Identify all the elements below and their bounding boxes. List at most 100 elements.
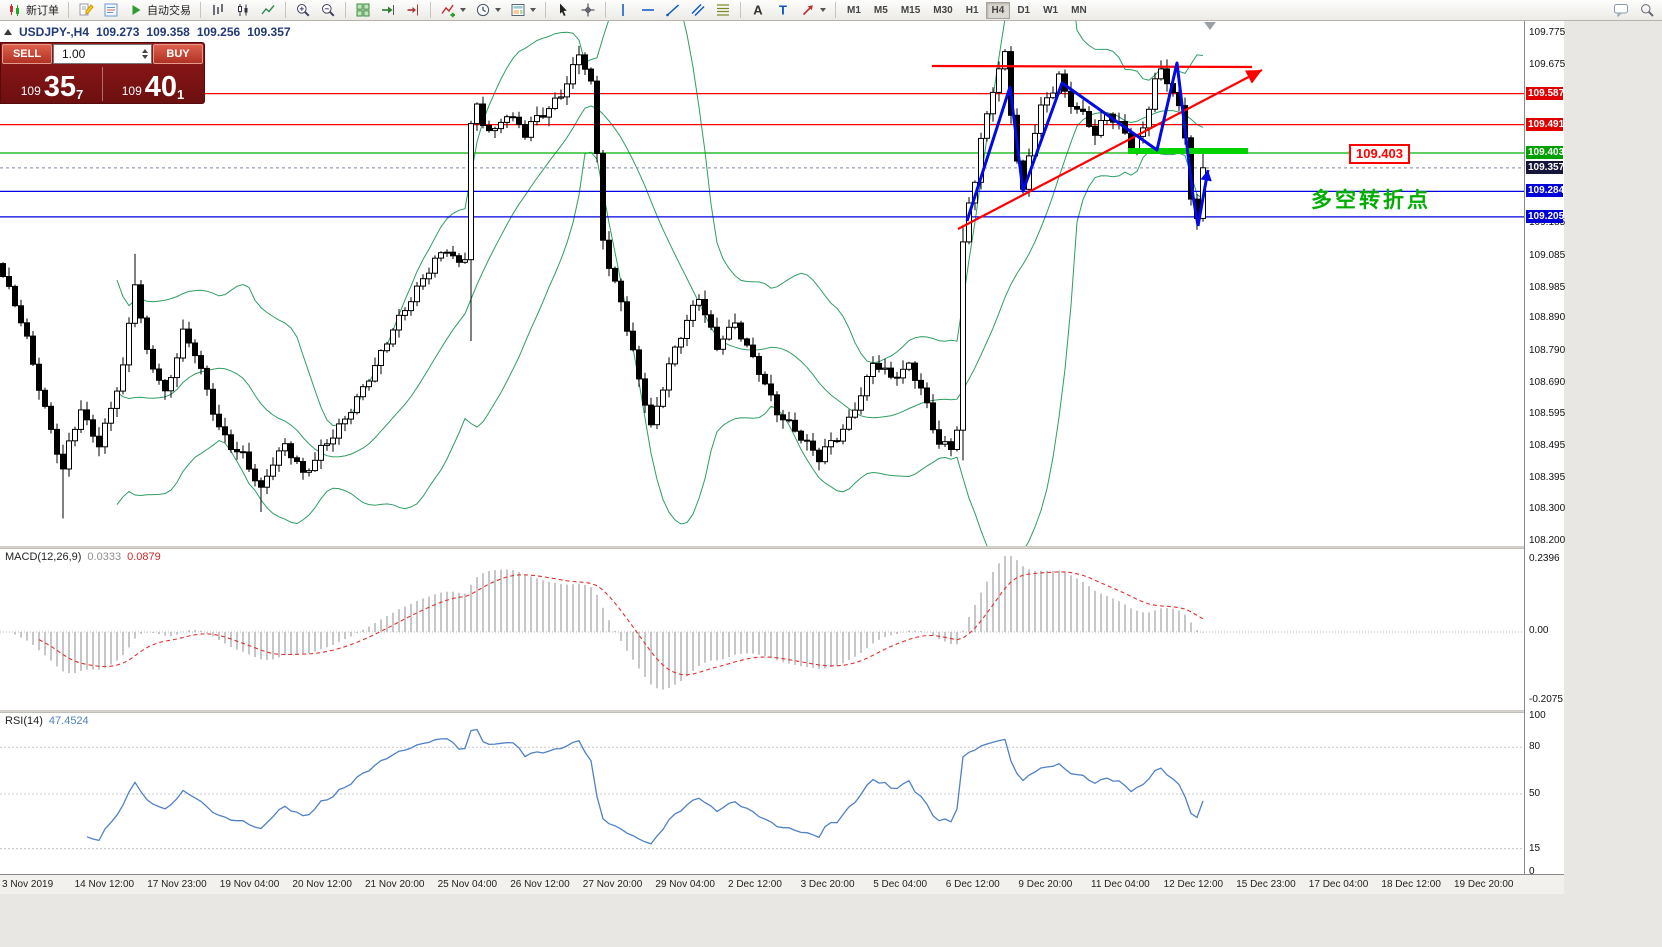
volume-field[interactable]: 1.00: [53, 44, 152, 64]
price-axis-label: 108.395: [1529, 472, 1566, 484]
line-chart-icon: [260, 2, 276, 18]
auto-scroll-icon: [380, 2, 396, 18]
price-level-label: 109.357: [1526, 160, 1565, 174]
time-axis-label: 17 Dec 04:00: [1308, 879, 1369, 890]
price-axis-label: 108.495: [1529, 439, 1566, 451]
toolbar: 新订单 自动交易 A T M1 M5 M15 M30 H1 H4 D1 W1 MN: [0, 0, 1662, 21]
rsi-axis-label: 50: [1529, 788, 1541, 799]
rsi-indicator-panel[interactable]: [0, 713, 1524, 874]
sell-button[interactable]: SELL: [2, 44, 52, 64]
time-axis-label: 26 Nov 12:00: [510, 879, 570, 890]
text-button[interactable]: A: [746, 1, 770, 20]
zoom-out-button[interactable]: [316, 1, 340, 20]
bar-chart-button[interactable]: [206, 1, 230, 20]
zoom-in-button[interactable]: [291, 1, 315, 20]
auto-scroll-button[interactable]: [376, 1, 400, 20]
cursor-button[interactable]: [551, 1, 575, 20]
toolbar-separator: [285, 2, 286, 18]
rsi-name: RSI(14): [5, 715, 43, 727]
timeframe-m5-button[interactable]: M5: [868, 2, 894, 19]
symbol-timeframe-label: USDJPY-,H4: [19, 25, 90, 39]
periods-button[interactable]: [471, 1, 505, 20]
community-chat-button[interactable]: [1609, 1, 1633, 20]
zoom-in-icon: [295, 2, 311, 18]
volume-up-icon[interactable]: [142, 49, 148, 53]
timeframe-m15-button[interactable]: M15: [895, 2, 926, 19]
zoom-out-icon: [320, 2, 336, 18]
tile-windows-button[interactable]: [351, 1, 375, 20]
toolbar-separator: [345, 2, 346, 18]
timeframe-m30-button[interactable]: M30: [927, 2, 958, 19]
hline-icon: [640, 2, 656, 18]
main-price-chart[interactable]: [0, 21, 1524, 546]
vertical-line-button[interactable]: [611, 1, 635, 20]
turning-point-annotation[interactable]: 多空转折点: [1311, 189, 1431, 212]
timeframe-w1-button[interactable]: W1: [1037, 2, 1064, 19]
timeframe-mn-button[interactable]: MN: [1065, 2, 1093, 19]
arrows-button[interactable]: [796, 1, 830, 20]
chart-quote-header: USDJPY-,H4 109.273 109.358 109.256 109.3…: [4, 25, 291, 39]
templates-button[interactable]: [506, 1, 540, 20]
fibonacci-button[interactable]: [711, 1, 735, 20]
panel-splitter[interactable]: [0, 710, 1564, 713]
sell-price-prefix: 109: [20, 84, 41, 98]
autotrading-button[interactable]: 自动交易: [124, 1, 195, 20]
macd-axis-label: -0.2075: [1529, 694, 1563, 705]
crosshair-button[interactable]: [576, 1, 600, 20]
editor-icon: [78, 2, 94, 18]
time-axis: 3 Nov 2019 14 Nov 12:00 17 Nov 23:00 19 Nov…: [0, 874, 1564, 894]
time-axis-label: 18 Dec 12:00: [1381, 879, 1441, 890]
toolbar-separator: [605, 2, 606, 18]
chevron-down-icon: [820, 8, 826, 12]
macd-signal-value: 0.0879: [127, 551, 161, 563]
timeframe-d1-button[interactable]: D1: [1011, 2, 1036, 19]
channel-button[interactable]: [686, 1, 710, 20]
chart-shift-icon: [405, 2, 421, 18]
toolbar-separator: [68, 2, 69, 18]
price-axis-label: 108.300: [1529, 502, 1566, 514]
buy-price-prefix: 109: [121, 84, 142, 98]
rsi-axis-label: 80: [1529, 741, 1541, 753]
time-axis-label: 20 Nov 12:00: [292, 879, 352, 890]
price-axis-label: 109.085: [1529, 249, 1566, 261]
candlestick-chart-button[interactable]: [231, 1, 255, 20]
macd-indicator-panel[interactable]: [0, 549, 1524, 710]
market-watch-button[interactable]: [99, 1, 123, 20]
new-order-button[interactable]: 新订单: [3, 1, 63, 20]
chart-shift-button[interactable]: [401, 1, 425, 20]
sell-price-sup: 7: [76, 87, 84, 102]
time-axis-label: 15 Dec 23:00: [1236, 879, 1296, 890]
metaeditor-button[interactable]: [74, 1, 98, 20]
buy-price-sup: 1: [177, 87, 185, 102]
timeframe-h4-button[interactable]: H4: [985, 1, 1011, 19]
sell-price[interactable]: 109 35 7: [5, 72, 99, 103]
price-tag-label[interactable]: 109.403: [1349, 144, 1410, 164]
price-level-label: 109.587: [1526, 86, 1565, 100]
timeframe-m1-button[interactable]: M1: [841, 2, 867, 19]
time-axis-label: 12 Dec 12:00: [1163, 879, 1224, 890]
new-order-icon: [7, 2, 23, 18]
panel-splitter[interactable]: [0, 546, 1564, 549]
buy-price[interactable]: 109 40 1: [106, 72, 200, 103]
price-axis-label: 108.890: [1529, 312, 1566, 324]
line-chart-button[interactable]: [256, 1, 280, 20]
indicators-button[interactable]: [436, 1, 470, 20]
horizontal-line-button[interactable]: [636, 1, 660, 20]
time-axis-label: 5 Dec 04:00: [873, 879, 928, 890]
rsi-value: 47.4524: [48, 715, 89, 727]
macd-main-value: 0.0333: [87, 551, 122, 563]
buy-button[interactable]: BUY: [153, 44, 203, 64]
trade-panel-prices: 109 35 7 109 40 1: [1, 65, 204, 103]
one-click-panel-toggle-icon[interactable]: [4, 29, 12, 35]
time-axis-label: 25 Nov 04:00: [437, 879, 498, 890]
text-label-button[interactable]: T: [771, 1, 795, 20]
time-axis-label: 27 Nov 20:00: [582, 879, 643, 890]
timeframe-h1-button[interactable]: H1: [960, 2, 985, 19]
price-level-label: 109.284: [1526, 184, 1565, 198]
price-axis[interactable]: 109.775109.675109.185109.085108.985108.8…: [1524, 21, 1566, 877]
toolbar-separator: [545, 2, 546, 18]
search-button[interactable]: [1635, 1, 1659, 20]
price-axis-label: 108.985: [1529, 281, 1566, 293]
trendline-button[interactable]: [661, 1, 685, 20]
volume-down-icon[interactable]: [142, 55, 148, 59]
